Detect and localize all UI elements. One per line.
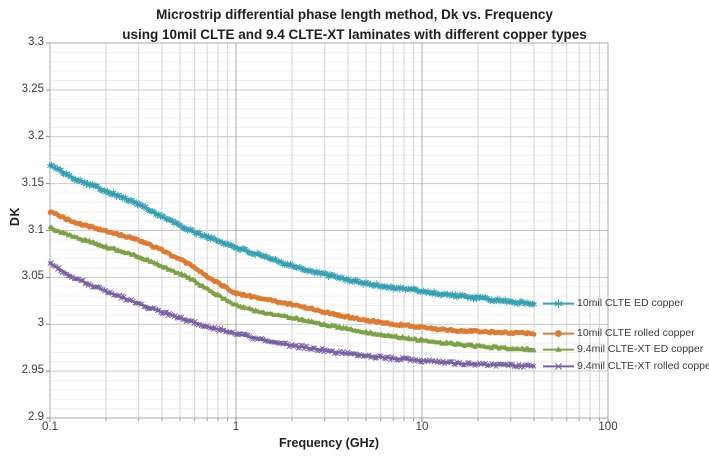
legend-marker-circle-icon bbox=[555, 330, 562, 338]
legend-item-9-4mil-clte-xt-ed-copper: 9.4mil CLTE-XT ED copper bbox=[577, 343, 704, 356]
series-10mil-clte-ed-copper bbox=[46, 161, 538, 308]
x-tick-label-0.1: 0.1 bbox=[42, 421, 58, 433]
legend-marker-x-icon bbox=[555, 363, 562, 370]
chart-title-line1: Microstrip differential phase length met… bbox=[156, 7, 553, 22]
y-tick-label-3: 3 bbox=[37, 317, 44, 330]
series-9-4mil-clte-xt-ed-copper bbox=[47, 224, 537, 353]
legend-samples bbox=[543, 299, 574, 370]
y-tick-label-3.2: 3.2 bbox=[28, 129, 44, 142]
series-9-4mil-clte-xt-rolled-copper bbox=[47, 260, 537, 370]
chart-title: Microstrip differential phase length met… bbox=[0, 5, 709, 45]
axis-ticks bbox=[46, 42, 609, 422]
legend-marker-triangle-icon bbox=[555, 346, 562, 352]
y-tick-label-3.15: 3.15 bbox=[21, 176, 44, 189]
y-tick-label-3.05: 3.05 bbox=[21, 270, 44, 283]
y-tick-label-2.9: 2.9 bbox=[28, 411, 44, 423]
chart-title-line2: using 10mil CLTE and 9.4 CLTE-XT laminat… bbox=[122, 27, 587, 42]
series-10mil-clte-rolled-copper bbox=[47, 209, 537, 337]
legend-item-10mil-clte-ed-copper: 10mil CLTE ED copper bbox=[577, 297, 684, 310]
y-tick-label-3.25: 3.25 bbox=[21, 82, 44, 95]
x-tick-label-100: 100 bbox=[598, 421, 618, 433]
legend-marker-asterisk-icon bbox=[554, 299, 563, 308]
x-axis-title: Frequency (GHz) bbox=[278, 436, 380, 450]
y-tick-label-2.95: 2.95 bbox=[21, 364, 44, 377]
x-tick-label-10: 10 bbox=[415, 421, 429, 433]
y-tick-label-3.3: 3.3 bbox=[28, 36, 44, 48]
y-tick-label-3.1: 3.1 bbox=[28, 223, 44, 236]
legend-item-9-4mil-clte-xt-rolled-copper: 9.4mil CLTE-XT rolled copper bbox=[577, 359, 709, 372]
minor-horizontal-gridlines bbox=[50, 51, 608, 410]
legend-item-10mil-clte-rolled-copper: 10mil CLTE rolled copper bbox=[577, 327, 695, 340]
x-tick-label-1: 1 bbox=[232, 421, 240, 433]
